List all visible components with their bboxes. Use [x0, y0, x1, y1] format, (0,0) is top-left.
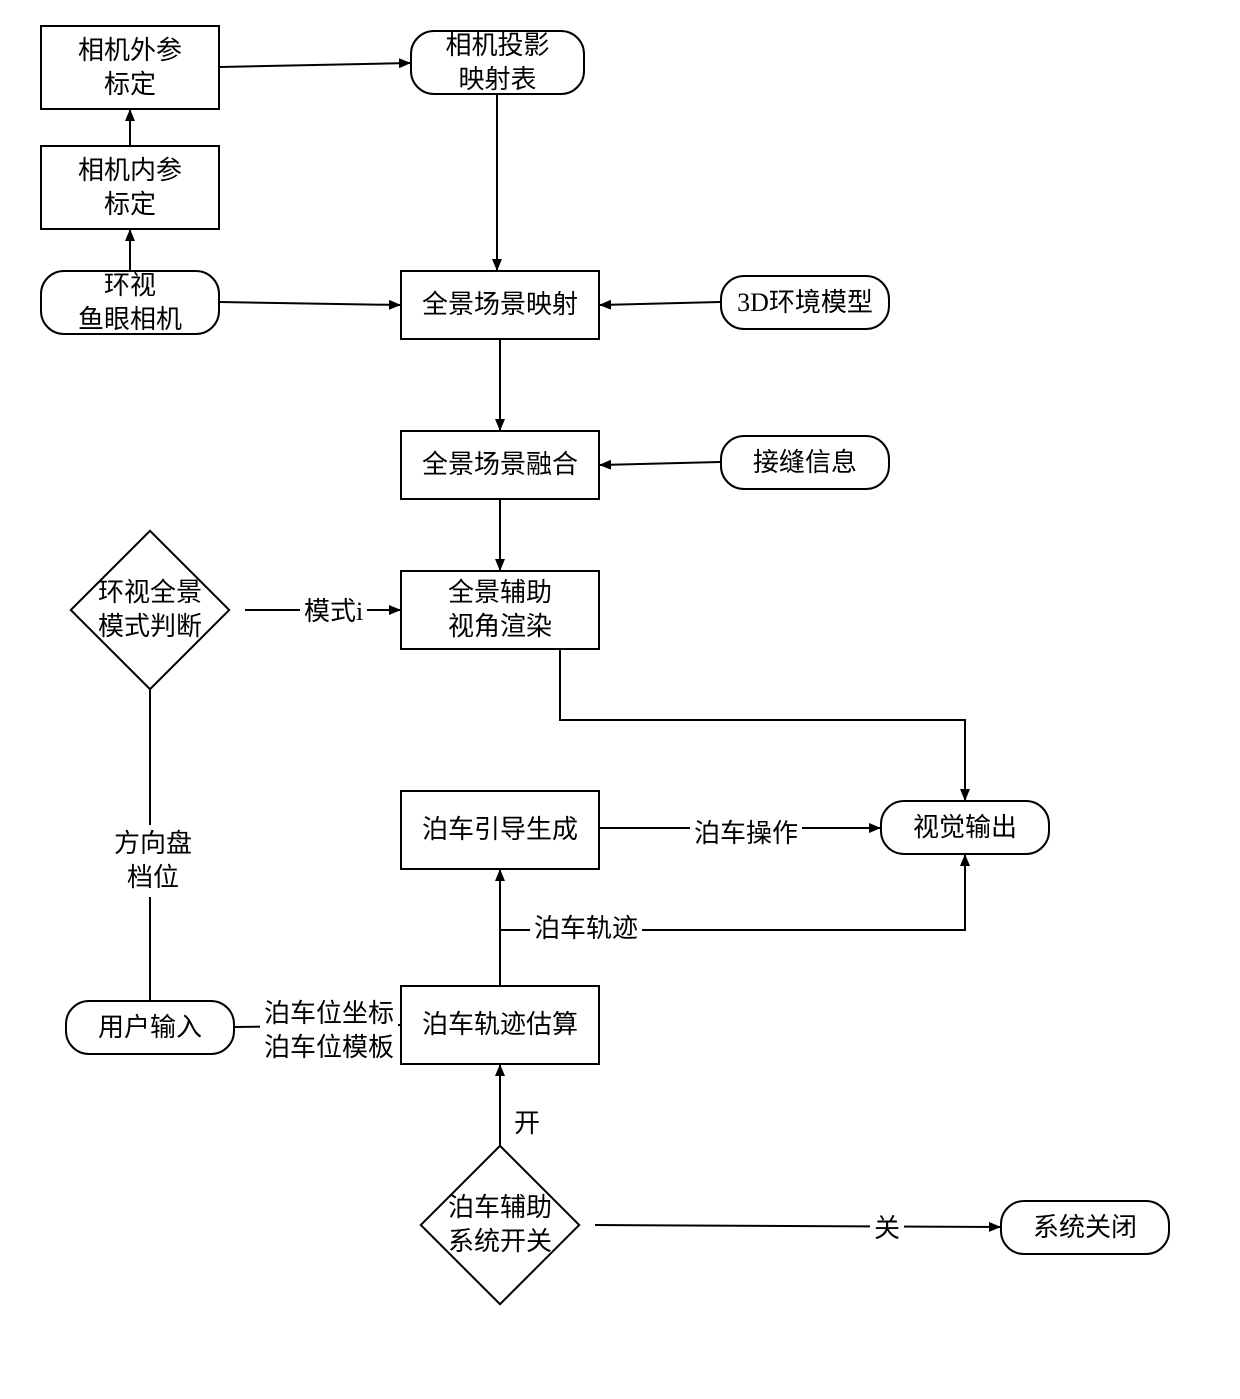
- node-mode-judge-label: 环视全景 模式判断: [55, 545, 245, 675]
- node-pano-map: 全景场景映射: [400, 270, 600, 340]
- node-visual-out: 视觉输出: [880, 800, 1050, 855]
- label-park-op: 泊车操作: [690, 815, 802, 853]
- node-pano-fuse: 全景场景融合: [400, 430, 600, 500]
- node-pano-render: 全景辅助 视角渲染: [400, 570, 600, 650]
- node-sys-close: 系统关闭: [1000, 1200, 1170, 1255]
- label-steer-gear: 方向盘 档位: [110, 825, 196, 897]
- node-seam: 接缝信息: [720, 435, 890, 490]
- node-proj-table: 相机投影 映射表: [410, 30, 585, 95]
- flowchart-canvas: 相机外参 标定 相机投影 映射表 相机内参 标定 环视 鱼眼相机 全景场景映射 …: [0, 0, 1240, 1399]
- label-switch-off: 关: [870, 1210, 904, 1248]
- label-switch-on: 开: [510, 1105, 544, 1143]
- node-traj-est: 泊车轨迹估算: [400, 985, 600, 1065]
- node-camera-ext: 相机外参 标定: [40, 25, 220, 110]
- label-park-traj: 泊车轨迹: [530, 910, 642, 948]
- node-park-switch: 泊车辅助 系统开关: [405, 1160, 595, 1290]
- node-park-switch-label: 泊车辅助 系统开关: [405, 1160, 595, 1290]
- label-mode-i: 模式i: [300, 593, 367, 631]
- node-park-guide: 泊车引导生成: [400, 790, 600, 870]
- label-park-coord: 泊车位坐标 泊车位模板: [260, 995, 398, 1067]
- node-user-input: 用户输入: [65, 1000, 235, 1055]
- node-mode-judge: 环视全景 模式判断: [55, 545, 245, 675]
- node-model3d: 3D环境模型: [720, 275, 890, 330]
- node-fisheye: 环视 鱼眼相机: [40, 270, 220, 335]
- node-camera-int: 相机内参 标定: [40, 145, 220, 230]
